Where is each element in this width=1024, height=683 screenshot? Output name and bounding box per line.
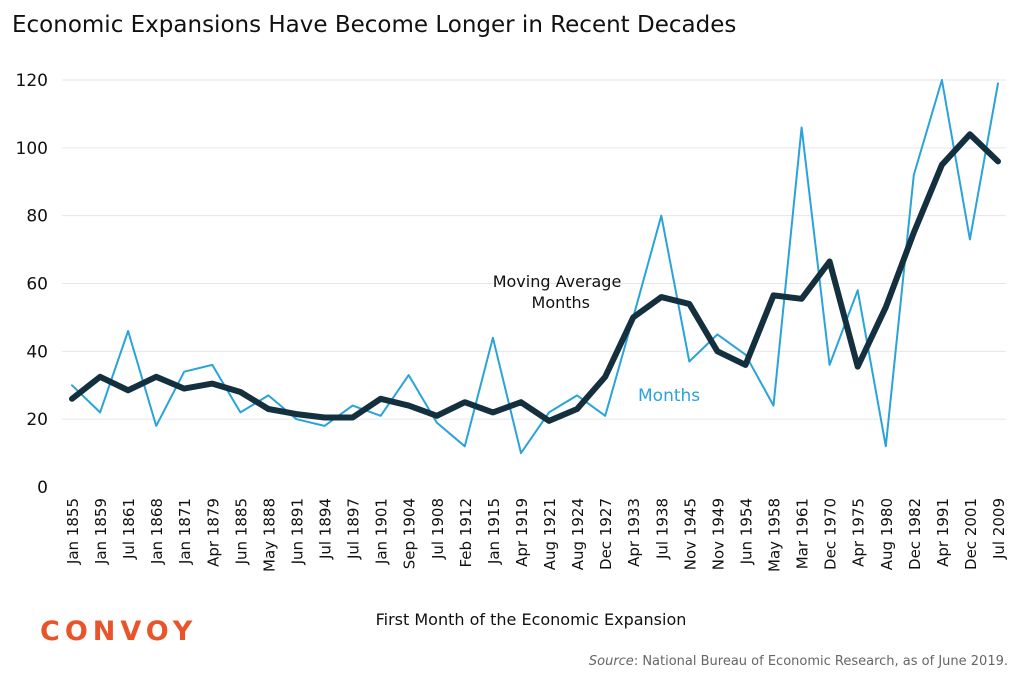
x-tick-label: Jun 1891 bbox=[288, 498, 306, 565]
x-tick-label: Apr 1991 bbox=[934, 498, 952, 567]
x-tick-label: Feb 1912 bbox=[457, 498, 475, 567]
x-tick-label: Jul 1897 bbox=[345, 498, 363, 560]
x-tick-label: Jul 1908 bbox=[429, 498, 447, 560]
y-tick-label: 100 bbox=[16, 139, 48, 159]
annotation-moving-average: Moving Average bbox=[493, 272, 622, 291]
x-tick-label: Jun 1885 bbox=[232, 498, 250, 565]
x-tick-label: Jul 1894 bbox=[317, 498, 335, 560]
annotation-months: Months bbox=[638, 386, 700, 406]
x-tick-label: Dec 1982 bbox=[906, 498, 924, 570]
source-text: : National Bureau of Economic Research, … bbox=[633, 654, 1008, 669]
x-axis-label: First Month of the Economic Expansion bbox=[376, 610, 687, 629]
y-tick-label: 0 bbox=[37, 478, 48, 498]
convoy-logo: CONVOY bbox=[40, 616, 198, 647]
moving-average-series-line bbox=[69, 131, 1001, 424]
x-tick-label: Dec 1927 bbox=[597, 498, 615, 570]
x-tick-label: Jan 1901 bbox=[373, 498, 391, 565]
x-tick-label: Dec 1970 bbox=[822, 498, 840, 570]
x-tick-label: Dec 2001 bbox=[962, 498, 980, 570]
x-tick-label: Aug 1921 bbox=[541, 498, 559, 570]
x-tick-label: Nov 1945 bbox=[681, 498, 699, 570]
x-tick-label: May 1958 bbox=[766, 498, 784, 572]
x-tick-label: Nov 1949 bbox=[709, 498, 727, 570]
y-tick-label: 60 bbox=[26, 275, 48, 295]
months-series-line bbox=[71, 79, 999, 455]
x-tick-label: Jan 1915 bbox=[485, 498, 503, 565]
x-tick-label: Apr 1975 bbox=[850, 498, 868, 567]
x-tick-label: May 1888 bbox=[260, 498, 278, 572]
x-tick-label: Mar 1961 bbox=[794, 498, 812, 569]
source-note: Source: National Bureau of Economic Rese… bbox=[589, 654, 1008, 669]
x-tick-label: Jan 1871 bbox=[176, 498, 194, 565]
x-tick-label: Jul 2009 bbox=[990, 498, 1008, 560]
x-tick-label: Apr 1933 bbox=[625, 498, 643, 567]
chart-title: Economic Expansions Have Become Longer i… bbox=[12, 12, 737, 38]
x-tick-label: Jun 1954 bbox=[737, 498, 755, 565]
x-tick-label: Jul 1938 bbox=[653, 498, 671, 560]
source-label: Source bbox=[588, 654, 634, 669]
y-tick-label: 120 bbox=[16, 71, 48, 91]
y-tick-label: 40 bbox=[26, 342, 48, 362]
annotation-moving-average-months: Months bbox=[532, 293, 590, 312]
x-tick-label: Jul 1861 bbox=[120, 498, 138, 560]
x-tick-label: Aug 1980 bbox=[878, 498, 896, 570]
y-tick-label: 80 bbox=[26, 207, 48, 227]
x-tick-label: Jan 1859 bbox=[92, 498, 110, 565]
x-tick-label: Sep 1904 bbox=[401, 498, 419, 569]
y-tick-label: 20 bbox=[26, 410, 48, 430]
x-tick-label: Apr 1879 bbox=[204, 498, 222, 567]
x-tick-label: Jan 1868 bbox=[148, 498, 166, 565]
x-tick-label: Aug 1924 bbox=[569, 498, 587, 570]
x-tick-label: Jan 1855 bbox=[64, 498, 82, 565]
x-tick-label: Apr 1919 bbox=[513, 498, 531, 567]
